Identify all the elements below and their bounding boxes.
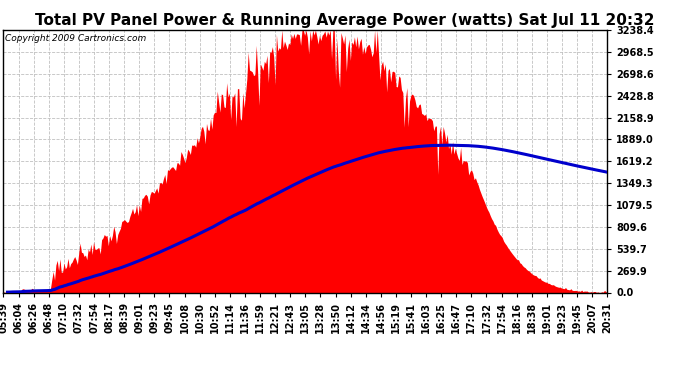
Text: Copyright 2009 Cartronics.com: Copyright 2009 Cartronics.com [5,34,146,43]
Text: Total PV Panel Power & Running Average Power (watts) Sat Jul 11 20:32: Total PV Panel Power & Running Average P… [35,13,655,28]
